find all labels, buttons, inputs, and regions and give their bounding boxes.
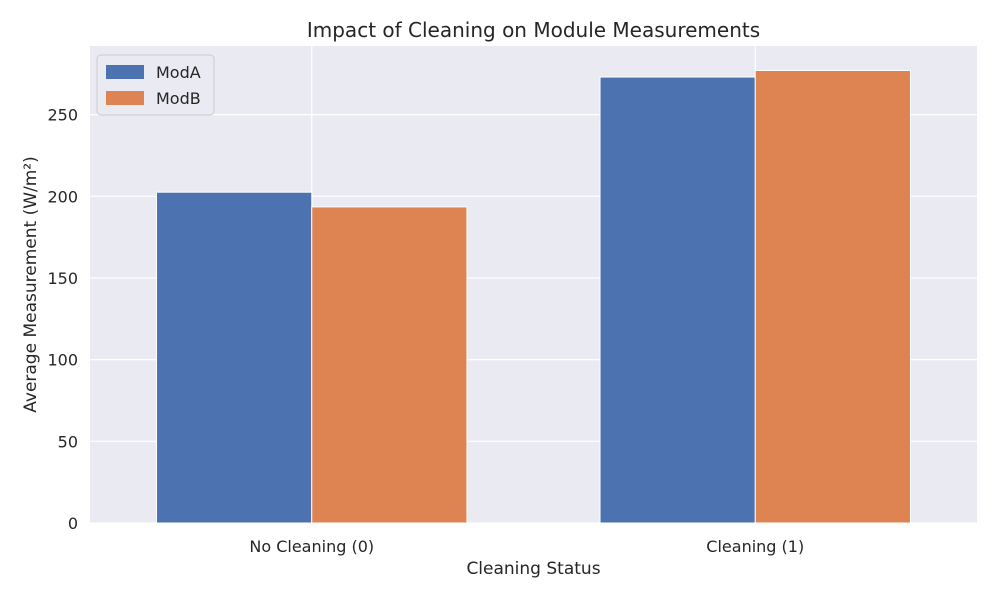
y-tick-label: 50 [58,432,78,451]
x-axis-title: Cleaning Status [466,559,600,579]
chart-title: Impact of Cleaning on Module Measurement… [307,18,760,42]
y-tick-label: 250 [47,106,78,125]
bar-modb-0 [311,206,468,524]
x-axis-ticks: No Cleaning (0) Cleaning (1) [249,537,804,556]
legend-label-moda: ModA [156,63,201,82]
legend-swatch-moda [106,65,144,79]
legend-label-modb: ModB [156,89,201,108]
bar-modb-1 [754,70,911,524]
y-tick-label: 150 [47,269,78,288]
x-tick-label: Cleaning (1) [706,537,804,556]
y-tick-label: 100 [47,351,78,370]
x-tick-label: No Cleaning (0) [249,537,374,556]
legend-swatch-modb [106,91,144,105]
bar-moda-1 [599,76,756,524]
y-tick-label: 200 [47,187,78,206]
y-tick-label: 0 [68,514,78,533]
bars [156,70,911,524]
y-axis-ticks: 0 50 100 150 200 250 [47,106,78,533]
bar-moda-0 [156,191,313,524]
y-axis-title: Average Measurement (W/m²) [21,156,41,413]
legend: ModA ModB [96,54,215,116]
